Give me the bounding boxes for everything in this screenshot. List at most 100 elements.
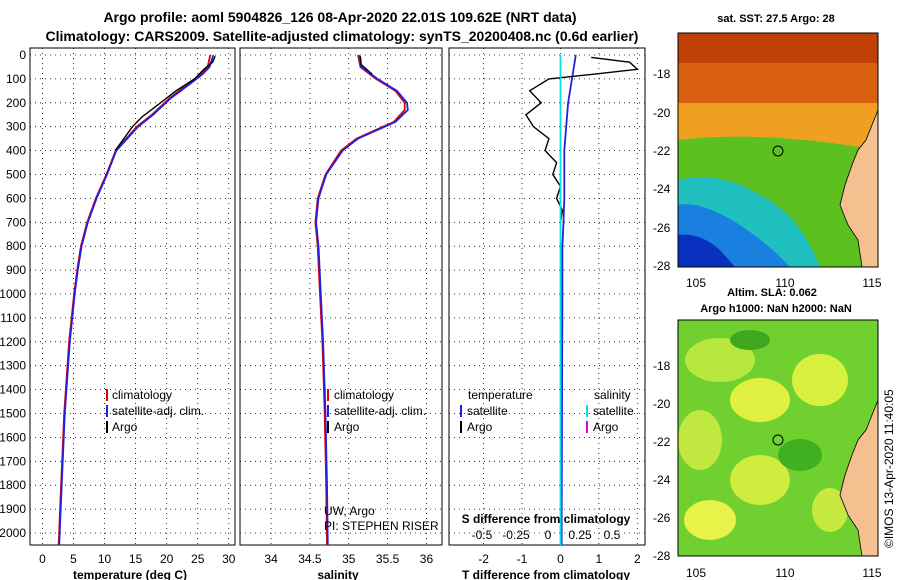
- salinity-panel: [239, 47, 443, 546]
- sla-lat-label: -28: [653, 549, 671, 563]
- depth-tick-label: 600: [6, 191, 26, 205]
- argo-location-marker: [772, 145, 784, 157]
- annotation-line: PI: STEPHEN RISER: [324, 519, 439, 533]
- sla-lat-label: -26: [653, 511, 671, 525]
- x-tick-label: 20: [160, 552, 174, 566]
- x-tick-label: 15: [129, 552, 143, 566]
- s-difference-axis-label: S difference from climatology: [462, 512, 631, 526]
- salinity-series-line: [314, 54, 406, 545]
- x-tick-label: 36: [420, 552, 434, 566]
- depth-tick-label: 500: [6, 168, 26, 182]
- annotation-line: UW, Argo: [324, 504, 375, 518]
- depth-tick-label: 1800: [0, 478, 26, 492]
- depth-tick-label: 1400: [0, 383, 26, 397]
- sla-map-axis: -18 -20 -22 -24 -26 -28 105 110 115: [653, 359, 882, 580]
- temperature-series-group: [57, 54, 216, 545]
- legend-header: temperature: [468, 388, 533, 402]
- depth-tick-label: 700: [6, 215, 26, 229]
- grid: [30, 48, 645, 545]
- salinity-series-line: [315, 54, 409, 545]
- x-tick-label: 34: [264, 552, 278, 566]
- imos-credit: ©IMOS 13-Apr-2020 11:40:05: [882, 389, 896, 548]
- depth-tick-label: 1600: [0, 430, 26, 444]
- depth-tick-label: 200: [6, 96, 26, 110]
- legend-swatch-s-satellite: [586, 405, 588, 417]
- x-tick-label: 34.5: [298, 552, 322, 566]
- depth-tick-label: 1500: [0, 407, 26, 421]
- sst-map-title: sat. SST: 27.5 Argo: 28: [717, 13, 835, 25]
- temperature-legend: climatology satellite-adj. clim. Argo: [106, 388, 204, 434]
- depth-tick-label: 1300: [0, 359, 26, 373]
- depth-tick-label: 1700: [0, 454, 26, 468]
- sst-lat-label: -20: [653, 106, 671, 120]
- difference-axis-label: T difference from climatology: [462, 568, 630, 580]
- sla-lon-label: 115: [862, 566, 881, 580]
- legend-label: Argo: [112, 420, 138, 434]
- s-tick-label: -0.25: [502, 528, 530, 542]
- depth-tick-label: 800: [6, 239, 26, 253]
- salinity-axis-label: salinity: [317, 568, 359, 580]
- depth-tick-label: 400: [6, 144, 26, 158]
- depth-tick-label: 1100: [0, 311, 26, 325]
- depth-tick-label: 900: [6, 263, 26, 277]
- legend-label: climatology: [334, 388, 394, 402]
- temperature-series-line: [57, 54, 212, 545]
- sla-map: [677, 319, 879, 557]
- x-tick-label: 35: [342, 552, 356, 566]
- x-tick-label: 5: [70, 552, 77, 566]
- sla-lon-label: 105: [686, 566, 706, 580]
- legend-label: Argo: [593, 420, 619, 434]
- salinity-annotation: UW, Argo PI: STEPHEN RISER: [324, 504, 439, 533]
- s-difference-ticks: -0.5 -0.25 0 0.25 0.5: [472, 528, 621, 542]
- x-axes: 0 5 10 15 20 25 30 34 34.5 35 35.5 36 -2 -1 0 1 2: [39, 552, 641, 566]
- sst-lat-label: -22: [653, 144, 671, 158]
- sst-lat-label: -28: [653, 259, 671, 273]
- legend-header: salinity: [594, 388, 631, 402]
- depth-tick-label: 1900: [0, 502, 26, 516]
- s-tick-label: 0.5: [604, 528, 621, 542]
- sla-map-title: Altim. SLA: 0.062: [727, 287, 817, 299]
- legend-label: satellite: [593, 404, 634, 418]
- x-tick-label: 30: [222, 552, 236, 566]
- sla-lat-label: -22: [653, 435, 671, 449]
- sst-lon-label: 105: [686, 276, 706, 290]
- difference-series-line: [524, 56, 639, 223]
- sst-lat-label: -24: [653, 182, 671, 196]
- legend-swatch-t-argo: [460, 421, 462, 433]
- profile-lines: [57, 54, 639, 545]
- legend-swatch-t-satellite: [460, 405, 462, 417]
- x-tick-label: -1: [517, 552, 528, 566]
- depth-tick-label: 1200: [0, 335, 26, 349]
- legend-swatch-climatology: [106, 389, 108, 401]
- salinity-series-line: [359, 56, 373, 75]
- difference-panel: [448, 47, 646, 546]
- argo-location-marker: [772, 434, 784, 446]
- legend-label: satellite-adj. clim.: [112, 404, 204, 418]
- legend-swatch-argo: [106, 421, 108, 433]
- sst-lat-label: -26: [653, 221, 671, 235]
- legend-label: Argo: [467, 420, 493, 434]
- x-tick-label: 1: [596, 552, 603, 566]
- sst-lon-label: 115: [862, 276, 881, 290]
- difference-series-group: [524, 54, 639, 545]
- legend-swatch-argo: [327, 421, 329, 433]
- sla-lon-label: 110: [775, 566, 794, 580]
- legend-label: climatology: [112, 388, 172, 402]
- legend-label: satellite-adj. clim.: [334, 404, 426, 418]
- s-tick-label: -0.5: [472, 528, 493, 542]
- sla-lat-label: -18: [653, 359, 671, 373]
- depth-axis: 0 100 200 300 400 500 600 700 800 900 1000 1100 1200…: [0, 48, 26, 540]
- x-tick-label: 25: [191, 552, 205, 566]
- sst-map: [677, 32, 879, 268]
- temperature-series-line: [58, 54, 215, 545]
- sst-lat-label: -18: [653, 67, 671, 81]
- s-tick-label: 0.25: [568, 528, 592, 542]
- temperature-series-line: [114, 55, 216, 152]
- temperature-axis-label: temperature (deg C): [73, 568, 187, 580]
- x-tick-label: -2: [478, 552, 489, 566]
- legend-swatch-satellite: [106, 405, 108, 417]
- depth-tick-label: 1000: [0, 287, 26, 301]
- difference-legend: temperature salinity satellite Argo sate…: [460, 388, 634, 434]
- depth-tick-label: 300: [6, 120, 26, 134]
